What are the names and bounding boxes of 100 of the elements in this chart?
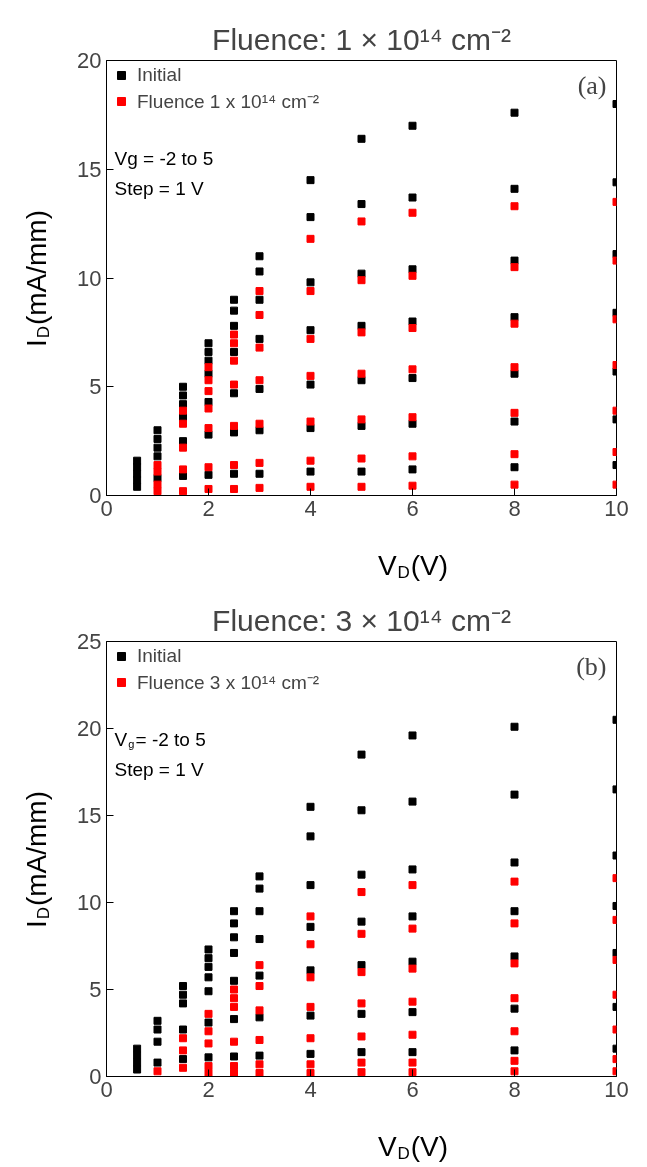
point (204, 954, 213, 963)
point (306, 482, 315, 491)
point (408, 1030, 417, 1039)
y-axis-title: ID(mA/mm) (21, 210, 53, 347)
point (510, 790, 519, 799)
point (179, 999, 187, 1008)
point (255, 1051, 264, 1060)
point (408, 208, 417, 217)
point (408, 271, 417, 280)
point (306, 326, 315, 335)
point (230, 484, 238, 493)
x-tick-label: 10 (604, 495, 629, 521)
point (230, 421, 238, 430)
point (408, 481, 417, 490)
point (153, 1067, 162, 1076)
point (408, 1058, 417, 1067)
point (179, 1063, 187, 1072)
point (255, 982, 264, 991)
point (357, 454, 366, 463)
point (408, 1068, 417, 1077)
y-tick-label: 15 (77, 803, 102, 828)
y-tick-label: 5 (89, 977, 102, 1002)
point (255, 907, 264, 916)
point (179, 382, 187, 391)
point (306, 334, 315, 343)
point (306, 832, 315, 841)
point (204, 347, 213, 356)
annotation: Vg = -2 to 5 (114, 148, 214, 169)
point (510, 263, 519, 272)
point (255, 287, 264, 296)
legend-label: Initial (137, 64, 182, 86)
y-tick-label: 10 (77, 265, 102, 291)
point (255, 971, 264, 980)
point (408, 121, 417, 130)
point (255, 252, 264, 261)
point (357, 1009, 366, 1018)
point (255, 961, 264, 970)
point (306, 371, 315, 380)
point (179, 1055, 187, 1064)
point (510, 363, 519, 372)
point (255, 343, 264, 352)
point (408, 881, 417, 890)
point (255, 1069, 264, 1077)
legend-label: Initial (137, 645, 182, 667)
point (204, 484, 213, 493)
y-tick-label: 20 (77, 48, 102, 73)
point (204, 945, 213, 954)
point (510, 313, 519, 322)
point (230, 339, 238, 348)
point (357, 328, 366, 337)
point (230, 1002, 238, 1011)
point (306, 1069, 315, 1077)
point (230, 356, 238, 365)
point (133, 482, 142, 491)
point (230, 994, 238, 1003)
point (153, 426, 162, 435)
legend-label: Fluence 3 x 10¹⁴ cm⁻² (137, 671, 320, 695)
point (153, 487, 162, 496)
point (306, 456, 315, 465)
point (204, 1018, 213, 1027)
point (408, 997, 417, 1006)
point (408, 731, 417, 740)
annotation: (a) (577, 70, 607, 100)
point (357, 217, 366, 226)
point (357, 968, 366, 977)
point (255, 458, 264, 467)
point (510, 450, 519, 459)
point (255, 419, 264, 428)
y-tick-label: 5 (89, 374, 102, 400)
point (255, 483, 264, 492)
point (408, 413, 417, 422)
point (153, 1058, 162, 1067)
point (204, 424, 213, 433)
point (357, 1068, 366, 1077)
point (204, 363, 213, 372)
point (255, 884, 264, 893)
point (357, 415, 366, 424)
x-tick-label: 6 (406, 1076, 419, 1102)
point (230, 1037, 238, 1046)
point (204, 1069, 213, 1077)
point (153, 434, 162, 443)
point (255, 872, 264, 881)
point (306, 380, 315, 389)
point (408, 865, 417, 874)
point (357, 467, 366, 476)
point (179, 487, 187, 496)
point (204, 987, 213, 996)
point (230, 330, 238, 339)
point (357, 1048, 366, 1057)
point (510, 1004, 519, 1013)
point (357, 369, 366, 378)
point (408, 797, 417, 806)
point (306, 213, 315, 222)
point (306, 1011, 315, 1020)
point (510, 184, 519, 193)
point (153, 1037, 162, 1046)
point (510, 1067, 519, 1076)
point (408, 452, 417, 461)
point (204, 1009, 213, 1018)
point (357, 961, 366, 970)
